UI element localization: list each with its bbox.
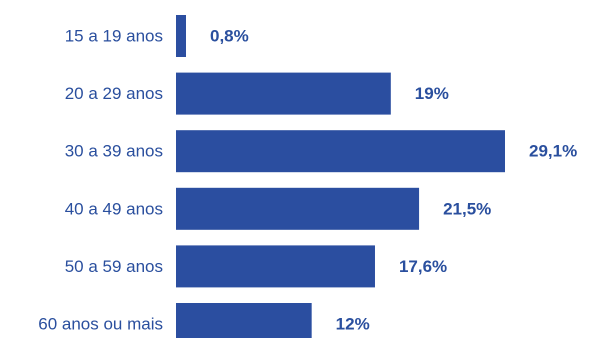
value-label-1: 0,8% <box>210 27 249 46</box>
category-labels: 15 a 19 anos 20 a 29 anos 30 a 39 anos 40 a… <box>38 27 163 334</box>
bar-3 <box>176 130 505 173</box>
category-label-2: 20 a 29 anos <box>65 84 163 103</box>
value-label-6: 12% <box>336 315 370 334</box>
category-label-1: 15 a 19 anos <box>65 27 163 46</box>
value-label-5: 17,6% <box>399 257 447 276</box>
category-label-6: 60 anos ou mais <box>38 315 163 334</box>
bar-5 <box>176 245 375 288</box>
category-label-4: 40 a 49 anos <box>65 199 163 218</box>
bar-4 <box>176 187 420 230</box>
bar-2 <box>176 72 391 115</box>
bar-6 <box>176 303 312 338</box>
value-label-3: 29,1% <box>529 142 577 161</box>
value-label-4: 21,5% <box>443 199 491 218</box>
category-label-5: 50 a 59 anos <box>65 257 163 276</box>
category-label-3: 30 a 39 anos <box>65 142 163 161</box>
value-label-2: 19% <box>415 84 449 103</box>
bars-layer <box>176 15 505 338</box>
bar-1 <box>176 15 186 57</box>
value-labels: 0,8% 19% 29,1% 21,5% 17,6% 12% <box>210 27 577 334</box>
